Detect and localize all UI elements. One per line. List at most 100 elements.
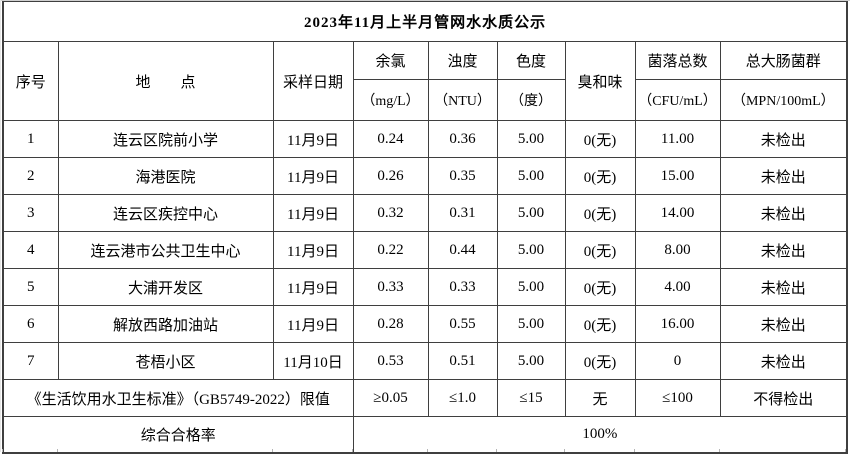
cell-coliform: 未检出 — [719, 342, 848, 380]
cell-location: 连云港市公共卫生中心 — [57, 231, 274, 269]
table-row: 6 解放西路加油站 11月9日 0.28 0.55 5.00 0(无) 16.0… — [2, 305, 848, 343]
cell-date: 11月9日 — [272, 157, 354, 195]
col-header-coliform: 总大肠菌群 — [719, 41, 848, 80]
header-row-labels: 序号 地 点 采样日期 余氯 浊度 色度 臭和味 菌落总数 总大肠菌群 — [2, 41, 848, 121]
cell-colony: 8.00 — [634, 231, 721, 269]
cell-seq: 7 — [2, 342, 59, 380]
cell-coliform: 未检出 — [719, 268, 848, 306]
cell-turbidity: 0.36 — [427, 120, 498, 158]
cell-odor: 0(无) — [564, 194, 636, 232]
cell-date: 11月9日 — [272, 194, 354, 232]
table-row: 5 大浦开发区 11月9日 0.33 0.33 5.00 0(无) 4.00 未… — [2, 268, 848, 306]
cell-odor: 0(无) — [564, 268, 636, 306]
standard-limit-row: 《生活饮用水卫生标准》（GB5749-2022）限值 ≥0.05 ≤1.0 ≤1… — [2, 379, 848, 417]
cell-color: 5.00 — [496, 231, 566, 269]
table-row: 7 苍梧小区 11月10日 0.53 0.51 5.00 0(无) 0 未检出 — [2, 342, 848, 380]
unit-colony: （CFU/mL） — [634, 79, 721, 121]
cell-coliform: 未检出 — [719, 157, 848, 195]
cell-color: 5.00 — [496, 268, 566, 306]
cell-coliform: 未检出 — [719, 231, 848, 269]
cell-chlorine: 0.26 — [352, 157, 429, 195]
cell-turbidity: 0.33 — [427, 268, 498, 306]
cell-location: 苍梧小区 — [57, 342, 274, 380]
header-row-units: （mg/L） （NTU） （度） （CFU/mL） （MPN/100mL） — [3, 79, 848, 121]
cell-turbidity: 0.35 — [427, 157, 498, 195]
unit-color: （度） — [496, 79, 566, 121]
cell-colony: 16.00 — [634, 305, 721, 343]
cell-seq: 6 — [2, 305, 59, 343]
cell-seq: 2 — [2, 157, 59, 195]
bottom-gridline-stub — [496, 449, 497, 452]
bottom-gridline-stub — [57, 449, 58, 452]
bottom-gridline-stub — [634, 449, 635, 452]
bottom-gridline-stub — [719, 449, 720, 452]
bottom-gridline-stub — [427, 449, 428, 452]
cell-color: 5.00 — [496, 157, 566, 195]
cell-date: 11月9日 — [272, 120, 354, 158]
limit-turbidity: ≤1.0 — [427, 379, 498, 417]
limit-colony: ≤100 — [634, 379, 721, 417]
title-row: 2023年11月上半月管网水水质公示 — [2, 1, 848, 42]
table-row: 3 连云区疾控中心 11月9日 0.32 0.31 5.00 0(无) 14.0… — [2, 194, 848, 232]
cell-odor: 0(无) — [564, 231, 636, 269]
cell-date: 11月9日 — [272, 231, 354, 269]
limit-odor: 无 — [564, 379, 636, 417]
cell-chlorine: 0.53 — [352, 342, 429, 380]
unit-coliform: （MPN/100mL） — [719, 79, 848, 121]
col-header-odor: 臭和味 — [564, 41, 636, 121]
unit-chlorine: （mg/L） — [352, 79, 429, 121]
col-header-seq: 序号 — [2, 41, 59, 121]
cell-chlorine: 0.22 — [352, 231, 429, 269]
unit-turbidity: （NTU） — [427, 79, 498, 121]
cell-odor: 0(无) — [564, 120, 636, 158]
cell-chlorine: 0.33 — [352, 268, 429, 306]
cell-color: 5.00 — [496, 194, 566, 232]
cell-coliform: 未检出 — [719, 120, 848, 158]
limit-color: ≤15 — [496, 379, 566, 417]
table-row: 1 连云区院前小学 11月9日 0.24 0.36 5.00 0(无) 11.0… — [2, 120, 848, 158]
cell-turbidity: 0.44 — [427, 231, 498, 269]
cell-location: 大浦开发区 — [57, 268, 274, 306]
cell-seq: 1 — [2, 120, 59, 158]
cell-turbidity: 0.51 — [427, 342, 498, 380]
cell-color: 5.00 — [496, 342, 566, 380]
cell-location: 解放西路加油站 — [57, 305, 274, 343]
cell-date: 11月9日 — [272, 268, 354, 306]
cell-turbidity: 0.31 — [427, 194, 498, 232]
bottom-gridline-stub — [564, 449, 565, 452]
cell-colony: 15.00 — [634, 157, 721, 195]
cell-colony: 0 — [634, 342, 721, 380]
table-row: 2 海港医院 11月9日 0.26 0.35 5.00 0(无) 15.00 未… — [2, 157, 848, 195]
cell-colony: 11.00 — [634, 120, 721, 158]
cell-location: 连云区院前小学 — [57, 120, 274, 158]
cell-coliform: 未检出 — [719, 194, 848, 232]
col-header-colony: 菌落总数 — [634, 41, 721, 80]
cell-chlorine: 0.24 — [352, 120, 429, 158]
bottom-gridline-stub — [2, 449, 3, 452]
pass-rate-value: 100% — [352, 416, 848, 454]
cell-date: 11月10日 — [272, 342, 354, 380]
col-header-color: 色度 — [496, 41, 566, 80]
cell-chlorine: 0.32 — [352, 194, 429, 232]
pass-rate-row: 综合合格率 100% — [2, 416, 848, 454]
cell-date: 11月9日 — [272, 305, 354, 343]
col-header-location: 地 点 — [57, 41, 274, 121]
page-title: 2023年11月上半月管网水水质公示 — [2, 1, 848, 42]
limit-label: 《生活饮用水卫生标准》（GB5749-2022）限值 — [2, 379, 354, 417]
cell-seq: 4 — [2, 231, 59, 269]
cell-color: 5.00 — [496, 120, 566, 158]
cell-location: 连云区疾控中心 — [57, 194, 274, 232]
col-header-turbidity: 浊度 — [427, 41, 498, 80]
limit-coliform: 不得检出 — [719, 379, 848, 417]
bottom-gridline-stub — [272, 449, 273, 452]
sheet-top-gridline — [0, 0, 850, 1]
cell-odor: 0(无) — [564, 305, 636, 343]
cell-seq: 3 — [2, 194, 59, 232]
sheet-left-gridline — [0, 0, 1, 452]
cell-chlorine: 0.28 — [352, 305, 429, 343]
cell-coliform: 未检出 — [719, 305, 848, 343]
cell-colony: 4.00 — [634, 268, 721, 306]
cell-location: 海港医院 — [57, 157, 274, 195]
